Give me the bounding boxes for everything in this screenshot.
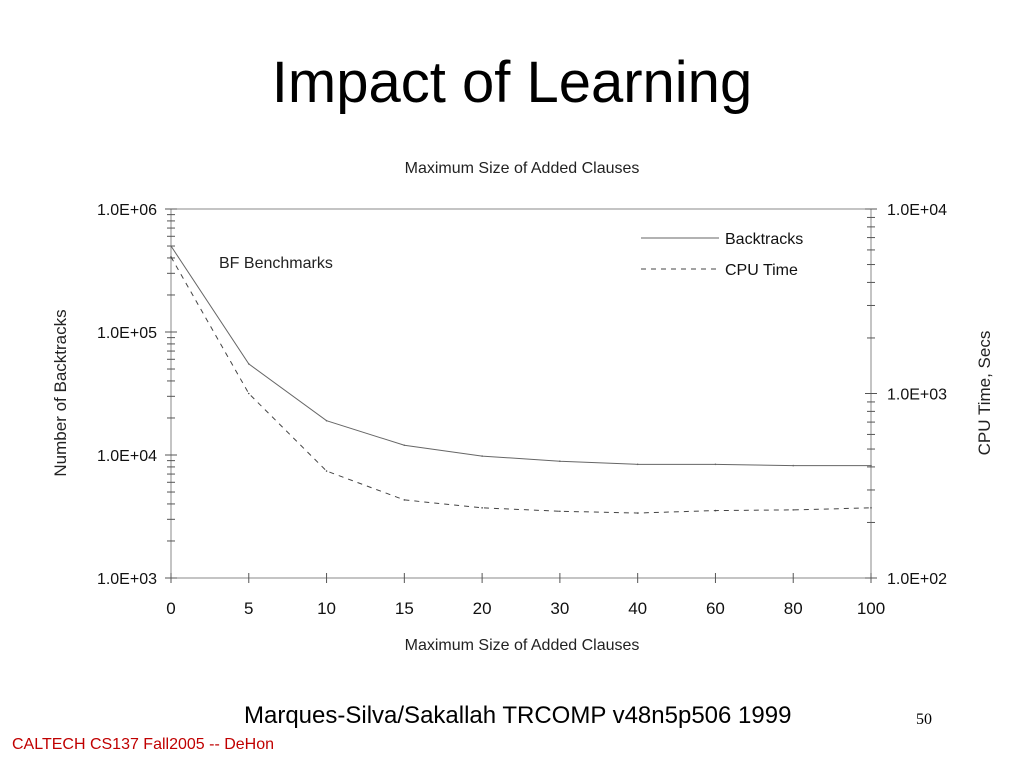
x-axis-tick-label: 60 <box>706 599 725 618</box>
left-axis-tick-label: 1.0E+05 <box>97 325 157 342</box>
right-axis-tick-label: 1.0E+04 <box>887 202 947 219</box>
series-line-cpu-time <box>170 256 872 514</box>
right-axis-tick-label: 1.0E+03 <box>887 387 947 404</box>
data-point-backtracks <box>481 455 483 457</box>
x-axis-tick-label: 15 <box>395 599 414 618</box>
citation: Marques-Silva/Sakallah TRCOMP v48n5p506 … <box>244 702 792 729</box>
x-axis-tick-label: 5 <box>244 599 253 618</box>
legend: Backtracks CPU Time <box>641 231 803 279</box>
data-point-backtracks <box>403 444 406 447</box>
data-point-backtracks <box>170 245 172 247</box>
y-axis-label: Number of Backtracks <box>51 309 70 476</box>
left-axis-tick-label: 1.0E+04 <box>97 448 157 465</box>
data-point-backtracks <box>559 460 561 463</box>
left-axis-ticks: 1.0E+03 1.0E+04 1.0E+05 1.0E+06 <box>97 202 177 588</box>
x-axis-tick-label: 40 <box>628 599 647 618</box>
chart-annotation: BF Benchmarks <box>219 255 333 272</box>
legend-label: CPU Time <box>725 262 798 279</box>
series-line-backtracks <box>170 245 871 467</box>
data-point-cpu-time <box>325 470 328 472</box>
x-axis-tick-label: 0 <box>166 599 175 618</box>
data-point-backtracks <box>325 419 328 422</box>
data-point-cpu-time <box>247 392 250 395</box>
data-point-cpu-time <box>403 499 406 501</box>
left-axis-tick-label: 1.0E+06 <box>97 202 157 219</box>
x-axis-label: Maximum Size of Added Clauses <box>405 637 640 654</box>
series-layer <box>170 245 872 514</box>
data-point-backtracks <box>714 463 717 466</box>
x-axis-tick-label: 10 <box>317 599 336 618</box>
data-point-cpu-time <box>170 256 172 258</box>
right-axis-tick-label: 1.0E+02 <box>887 571 947 588</box>
data-point-backtracks <box>247 363 250 365</box>
data-point-cpu-time <box>714 509 717 512</box>
x-axis-tick-label: 80 <box>784 599 803 618</box>
legend-label: Backtracks <box>725 231 803 248</box>
data-point-cpu-time <box>870 507 872 509</box>
x-axis-tick-label: 100 <box>857 599 885 618</box>
data-point-cpu-time <box>559 510 561 513</box>
data-point-cpu-time <box>636 512 639 514</box>
x-axis-tick-label: 30 <box>550 599 569 618</box>
page-number: 50 <box>916 711 932 728</box>
footer-course-label: CALTECH CS137 Fall2005 -- DeHon <box>12 736 275 753</box>
x-axis-ticks: 0 5 10 15 20 30 40 60 80 100 <box>166 573 885 618</box>
data-point-backtracks <box>870 464 872 467</box>
data-point-backtracks <box>636 463 639 466</box>
y2-axis-label: CPU Time, Secs <box>975 331 994 456</box>
data-point-cpu-time <box>481 507 483 509</box>
left-axis-tick-label: 1.0E+03 <box>97 571 157 588</box>
data-point-backtracks <box>792 464 795 467</box>
chart-title: Maximum Size of Added Clauses <box>405 160 640 177</box>
slide-title: Impact of Learning <box>271 50 753 115</box>
x-axis-tick-label: 20 <box>473 599 492 618</box>
right-axis-ticks: 1.0E+02 1.0E+03 1.0E+04 <box>865 202 947 588</box>
data-point-cpu-time <box>792 509 795 511</box>
